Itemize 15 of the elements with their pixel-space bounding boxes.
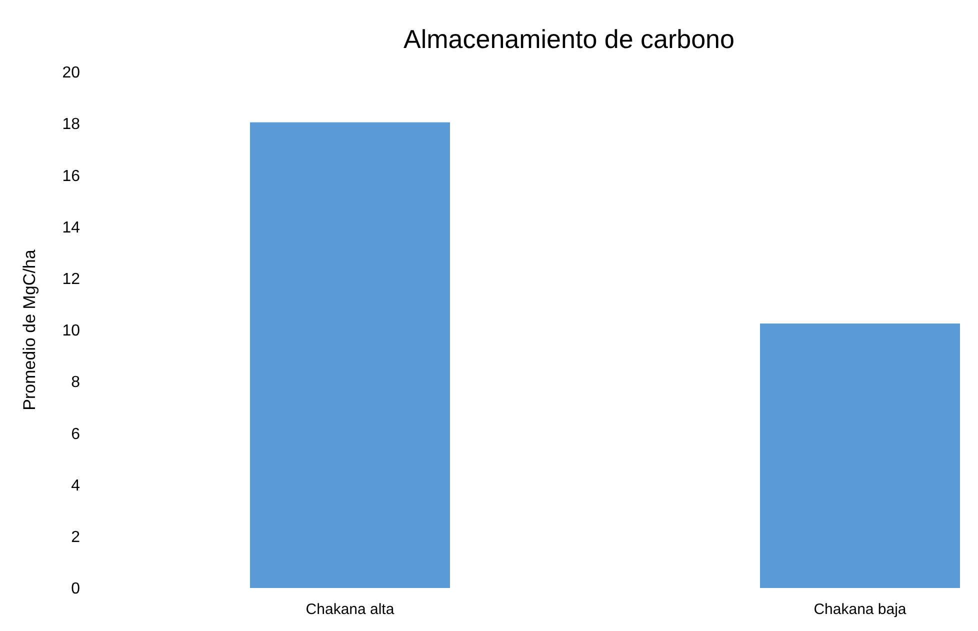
chart-title: Almacenamiento de carbono	[404, 24, 734, 54]
y-tick-label: 4	[71, 477, 80, 494]
y-tick-label: 18	[62, 116, 80, 134]
y-tick-label: 10	[62, 322, 80, 340]
x-tick-label: Chakana baja	[814, 601, 907, 618]
y-axis-title: Promedio de MgC/ha	[20, 249, 39, 410]
y-tick-label: 6	[71, 426, 80, 443]
y-tick-label: 20	[62, 64, 80, 82]
y-tick-label: 12	[62, 271, 80, 288]
y-tick-label: 14	[62, 219, 80, 236]
y-tick-label: 16	[62, 168, 80, 185]
y-tick-label: 2	[71, 529, 80, 546]
y-tick-label: 8	[71, 374, 80, 392]
y-tick-label: 0	[71, 580, 80, 598]
x-tick-label: Chakana alta	[306, 601, 395, 618]
